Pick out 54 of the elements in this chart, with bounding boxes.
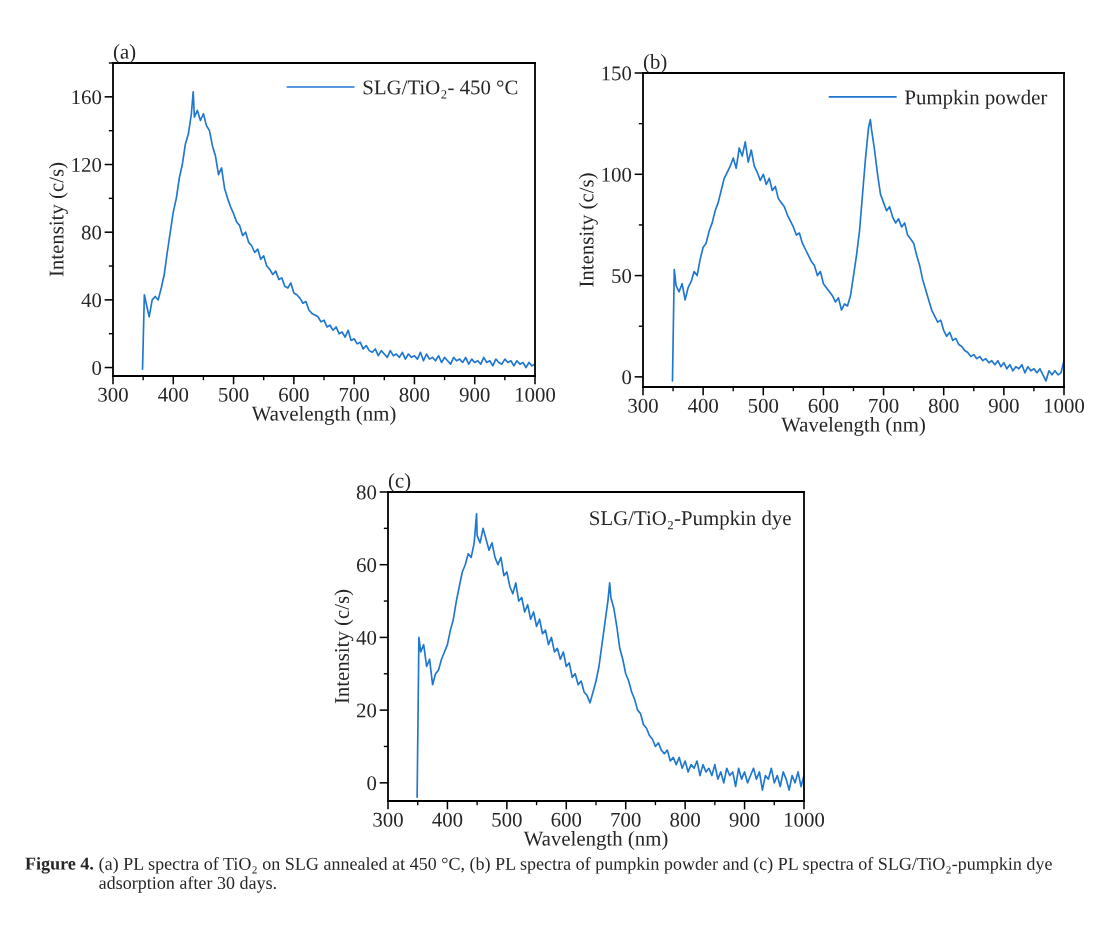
x-tick-label: 300	[373, 812, 403, 827]
x-axis-title: Wavelength (nm)	[523, 831, 668, 850]
x-tick-label: 800	[928, 398, 959, 413]
legend-label: SLG/TiO₂- 450 °C	[363, 80, 518, 99]
x-tick-label: 600	[279, 387, 309, 402]
y-tick-label: 160	[72, 90, 102, 105]
y-tick-label: 0	[367, 776, 377, 791]
y-tick-label: 50	[612, 268, 632, 284]
y-tick-label: 40	[81, 293, 102, 308]
y-axis-title: Intensity (c/s)	[578, 173, 598, 287]
x-tick-label: 600	[808, 398, 839, 413]
x-tick-label: 500	[748, 398, 779, 413]
x-tick-label: 400	[687, 398, 718, 413]
x-tick-label: 400	[158, 387, 189, 402]
x-tick-label: 600	[551, 812, 582, 827]
y-tick-label: 40	[356, 630, 377, 645]
y-tick-label: 60	[356, 558, 377, 573]
x-tick-label: 1000	[785, 812, 825, 827]
x-tick-label: 300	[628, 398, 658, 413]
y-tick-label: 0	[92, 360, 102, 375]
line-series	[416, 512, 804, 799]
y-axis-title: Intensity (c/s)	[48, 162, 68, 277]
x-tick-label: 400	[432, 812, 463, 827]
y-tick-label: 100	[602, 167, 632, 182]
x-axis-title: Wavelength (nm)	[781, 417, 925, 436]
x-tick-label: 900	[459, 387, 490, 402]
x-tick-label: 900	[988, 398, 1019, 413]
y-tick-label: 120	[72, 157, 102, 172]
line-series	[671, 118, 1064, 382]
x-tick-label: 900	[729, 812, 760, 827]
x-tick-label: 800	[399, 387, 430, 402]
chart-title: (c)	[388, 473, 411, 492]
x-axis-title: Wavelength (nm)	[251, 406, 396, 425]
x-tick-label: 700	[611, 812, 641, 827]
legend-label: Pumpkin powder	[905, 89, 1048, 109]
x-tick-label: 1000	[516, 387, 556, 402]
y-tick-label: 150	[602, 66, 632, 81]
x-tick-label: 700	[869, 398, 899, 413]
y-axis-title: Intensity (c/s)	[334, 589, 354, 704]
y-tick-label: 80	[356, 485, 377, 500]
y-tick-label: 0	[622, 370, 632, 385]
y-tick-label: 20	[356, 703, 377, 718]
chart-title: (a)	[113, 44, 136, 63]
x-tick-label: 500	[492, 812, 522, 827]
x-tick-label: 1000	[1045, 398, 1085, 413]
chart-title: (b)	[643, 54, 667, 73]
x-tick-label: 500	[219, 387, 249, 402]
caption: Figure 4.	[25, 857, 94, 874]
text: (a) PL spectra of TiO₂ on SLG annealed at 450 °C, (b) PL spectra of pumpkin powder and (c) PL spectra of SLG/TiO₂-pumpkin dye adsorption after 30 days.	[99, 857, 1052, 893]
x-tick-label: 800	[670, 812, 700, 827]
y-tick-label: 80	[81, 225, 102, 240]
annotation: SLG/TiO₂-Pumpkin dye	[590, 510, 791, 530]
x-tick-label: 300	[98, 387, 128, 402]
x-tick-label: 700	[339, 387, 369, 402]
